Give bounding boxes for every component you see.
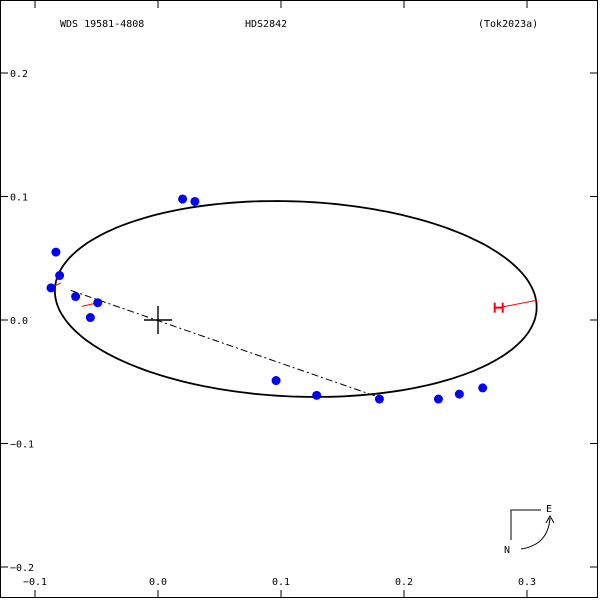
y-tick-label: 0.1: [10, 193, 28, 204]
orbit-layer: [54, 200, 538, 399]
header-ref: (Tok2023a): [478, 19, 538, 30]
x-tick-label: 0.2: [395, 577, 413, 588]
y-tick-label: 0.2: [10, 69, 28, 80]
x-tick-label: 0.3: [518, 577, 536, 588]
compass-arrow: [520, 517, 551, 550]
y-tick-label: −0.1: [10, 440, 34, 451]
compass-north-label: N: [504, 545, 510, 556]
observation-point: [190, 196, 200, 206]
compass-east-label: E: [546, 504, 552, 515]
outlier-residual-line: [498, 299, 537, 309]
observation-point: [312, 390, 322, 400]
observation-point: [478, 383, 488, 393]
observation-point: [51, 247, 61, 257]
x-tick-label: 0.0: [149, 577, 167, 588]
observations-layer: [46, 194, 537, 404]
x-tick-label: −0.1: [23, 577, 47, 588]
observation-point: [85, 313, 95, 323]
header-wds: WDS 19581-4808: [60, 19, 144, 30]
observation-point: [178, 194, 188, 204]
x-tick-label: 0.1: [272, 577, 290, 588]
observation-point: [433, 394, 443, 404]
observation-point: [71, 292, 81, 302]
compass: E N: [504, 504, 555, 556]
observation-point: [93, 298, 103, 308]
observation-point: [374, 394, 384, 404]
observation-point: [46, 283, 56, 293]
observation-point: [454, 389, 464, 399]
observation-point: [271, 376, 281, 386]
header-name: HDS2842: [245, 19, 287, 30]
compass-arrow-head: [545, 514, 555, 524]
compass-axes: [510, 509, 541, 540]
orbit-ellipse: [54, 200, 538, 398]
observation-point: [55, 271, 65, 281]
y-tick-label: 0.0: [10, 316, 28, 327]
line-of-nodes: [70, 289, 381, 399]
y-tick-label: −0.2: [10, 563, 34, 574]
